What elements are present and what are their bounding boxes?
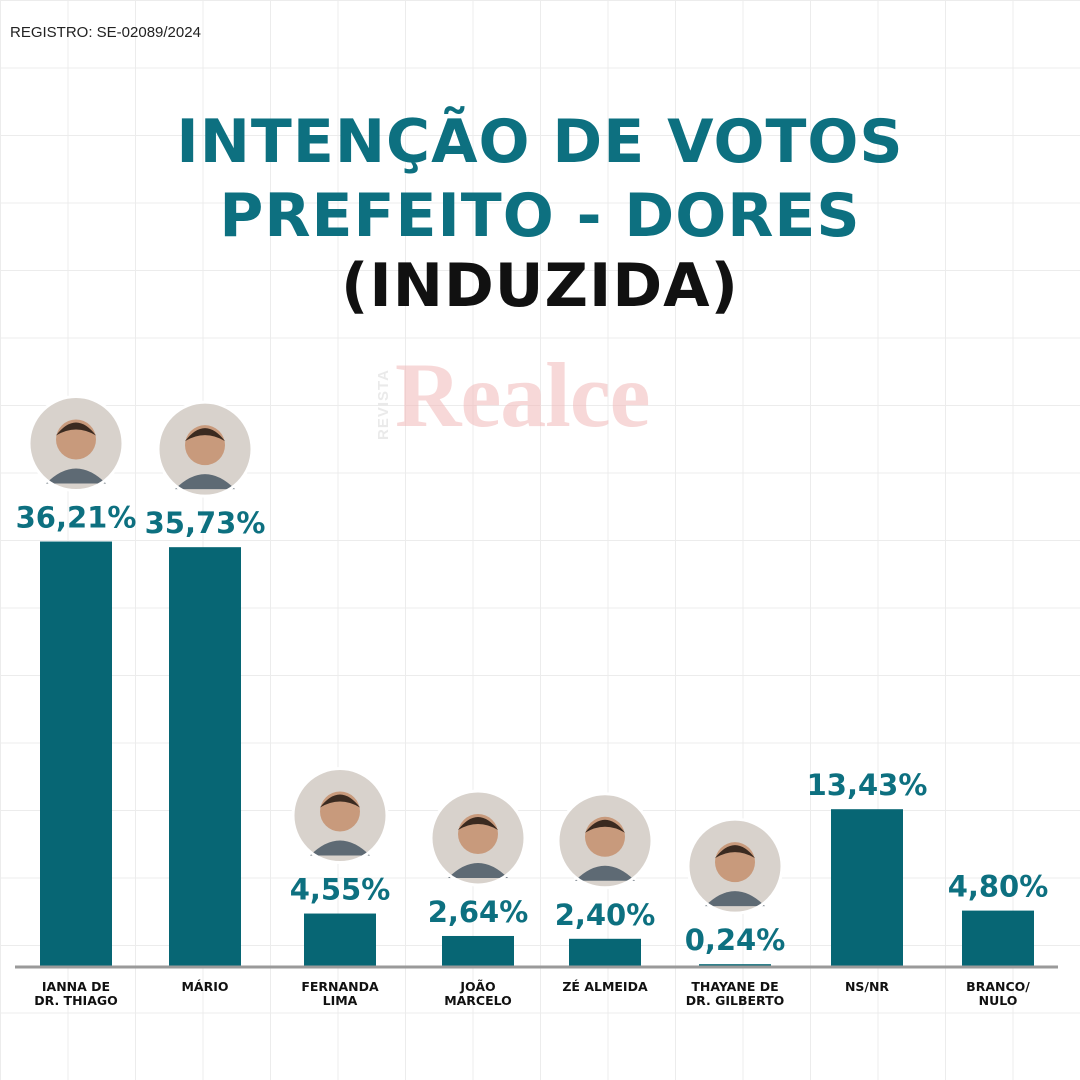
person-icon-body [448, 862, 508, 878]
avatar-ring [27, 395, 125, 493]
category-label: BRANCO/ [966, 979, 1030, 994]
person-icon-hair [320, 794, 360, 808]
value-label: 2,40% [555, 898, 656, 932]
realce-watermark: REVISTA Realce [375, 344, 715, 462]
value-label: 0,24% [685, 923, 786, 957]
category-label: FERNANDA [301, 979, 379, 994]
category-label: LIMA [323, 993, 358, 1008]
category-label: MÁRIO [181, 979, 228, 994]
bar-group: 35,73% MÁRIO [145, 400, 266, 994]
bar [169, 547, 241, 966]
person-icon-hair [585, 819, 625, 833]
chart-title-line-3: (INDUZIDA) [341, 251, 739, 321]
candidate-photo [686, 817, 784, 915]
person-icon-hair [458, 816, 498, 830]
person-icon-hair [715, 845, 755, 859]
candidate-photo [27, 395, 125, 493]
bar [699, 964, 771, 966]
person-icon-body [310, 840, 370, 856]
chart-title-line-2: PREFEITO - DORES [219, 181, 861, 251]
category-label: ZÉ ALMEIDA [562, 979, 648, 994]
category-label: NULO [979, 993, 1018, 1008]
bar [569, 938, 641, 966]
avatar-ring [429, 789, 527, 887]
person-icon-body [705, 891, 765, 907]
category-label: DR. THIAGO [34, 993, 118, 1008]
bar [40, 541, 112, 966]
avatar-ring [556, 792, 654, 890]
registration-number: REGISTRO: SE-02089/2024 [10, 24, 201, 41]
category-label: IANNA DE [42, 979, 110, 994]
bar [962, 910, 1034, 966]
candidate-photo [429, 789, 527, 887]
value-label: 35,73% [145, 506, 266, 540]
avatar-ring [291, 767, 389, 865]
chart-title-line-1: INTENÇÃO DE VOTOS [176, 107, 904, 177]
person-icon-body [46, 468, 106, 484]
value-label: 2,64% [428, 895, 529, 929]
value-label: 4,55% [290, 873, 391, 907]
bar-group: 13,43% NS/NR [807, 768, 928, 994]
person-icon-hair [185, 428, 225, 442]
person-icon-hair [56, 422, 96, 436]
avatar-ring [156, 400, 254, 498]
bar [831, 809, 903, 966]
category-label: NS/NR [845, 979, 889, 994]
category-label: THAYANE DE [691, 979, 778, 994]
candidate-photo [156, 400, 254, 498]
person-icon-body [175, 474, 235, 490]
bar [304, 913, 376, 966]
candidate-photo [291, 767, 389, 865]
person-icon-body [575, 865, 635, 881]
value-label: 36,21% [16, 501, 137, 535]
value-label: 4,80% [948, 870, 1049, 904]
bar [442, 935, 514, 966]
bar-group: 2,40% ZÉ ALMEIDA [555, 792, 656, 994]
watermark-large-text: Realce [395, 344, 651, 446]
avatar-ring [686, 817, 784, 915]
category-label: MARCELO [444, 993, 512, 1008]
category-label: DR. GILBERTO [686, 993, 785, 1008]
bar-group: 4,80% BRANCO/NULO [948, 870, 1049, 1008]
category-label: JOÃO [459, 979, 495, 994]
candidate-photo [556, 792, 654, 890]
value-label: 13,43% [807, 768, 928, 802]
